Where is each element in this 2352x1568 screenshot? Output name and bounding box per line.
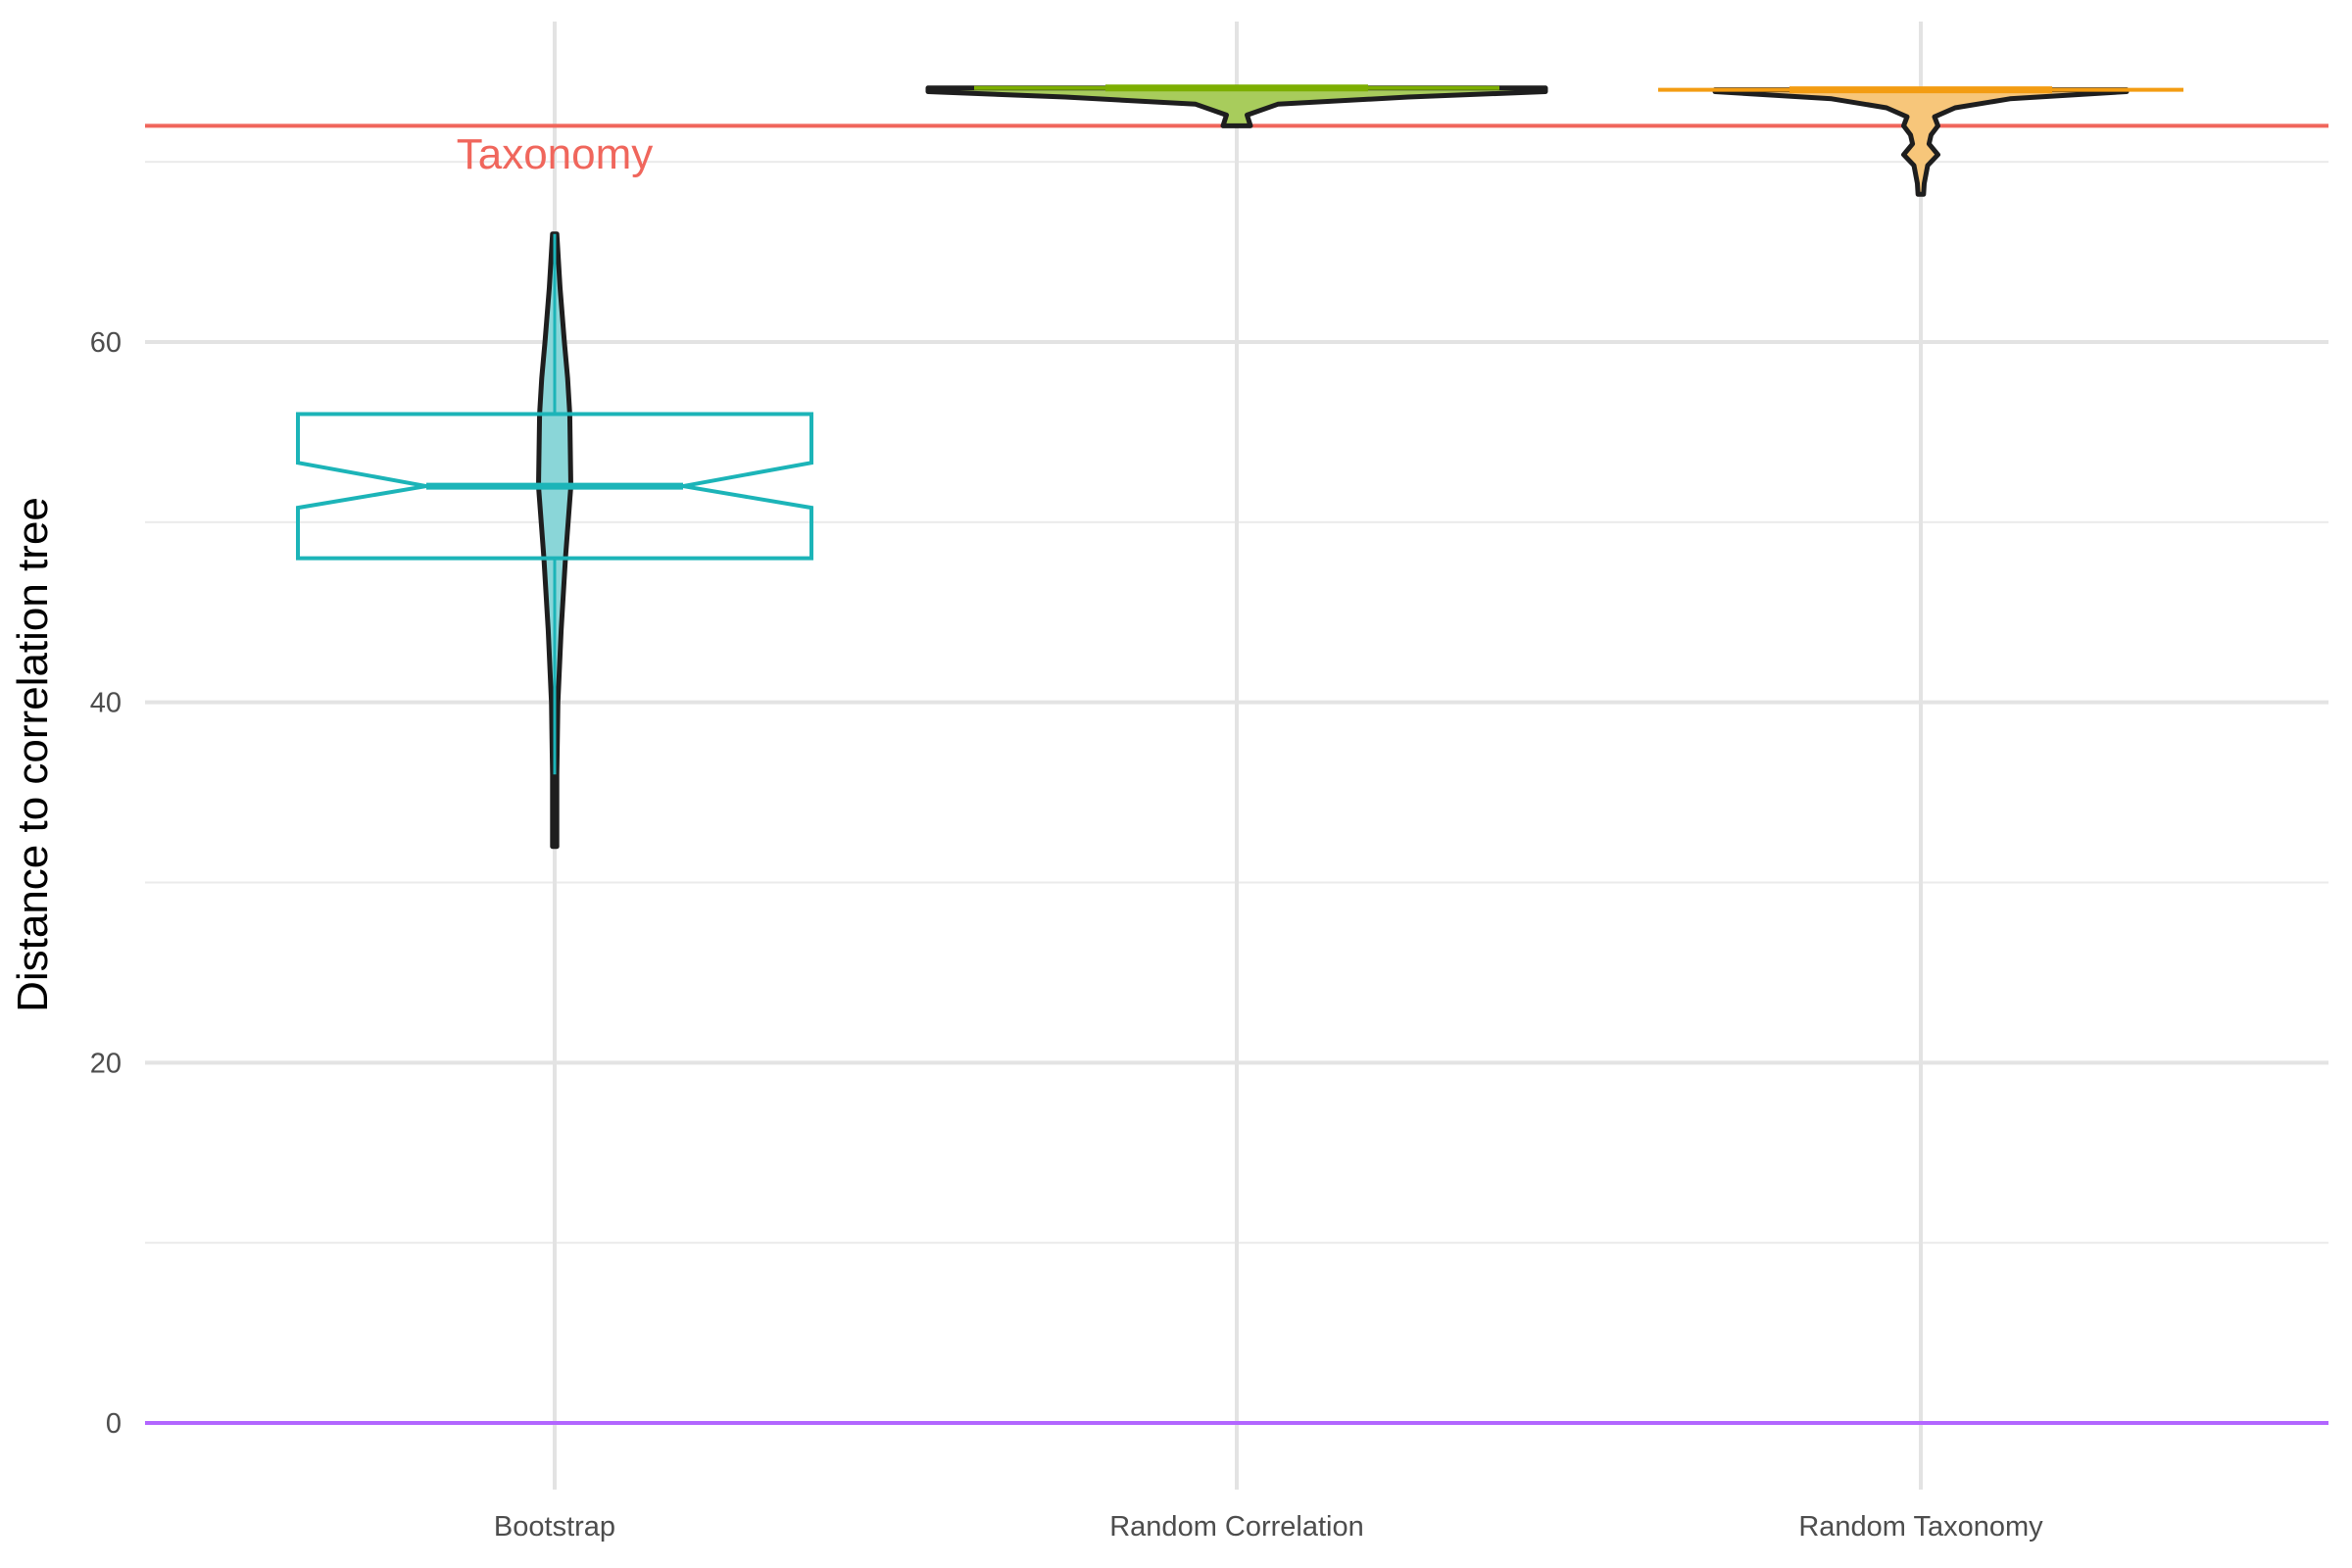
axis-ticks: 0 20 40 60 Bootstrap Random Correlation Random… — [90, 327, 2043, 1543]
x-tick-label: Bootstrap — [494, 1511, 615, 1543]
x-tick-label: Random Correlation — [1109, 1511, 1364, 1543]
boxplots — [296, 84, 2183, 775]
reference-line-label: Taxonomy — [457, 130, 654, 178]
violin-3 — [1712, 87, 2130, 197]
y-tick-label: 20 — [90, 1048, 122, 1079]
box-1 — [296, 412, 813, 561]
violin-2 — [925, 85, 1548, 128]
x-tick-label: Random Taxonomy — [1798, 1511, 2043, 1543]
y-tick-label: 60 — [90, 327, 122, 359]
y-axis-title: Distance to correlation tree — [9, 497, 57, 1012]
y-tick-label: 0 — [106, 1408, 122, 1440]
violin-1 — [536, 231, 573, 850]
grid — [145, 22, 2328, 1490]
violins — [536, 85, 2130, 850]
y-tick-label: 40 — [90, 688, 122, 719]
